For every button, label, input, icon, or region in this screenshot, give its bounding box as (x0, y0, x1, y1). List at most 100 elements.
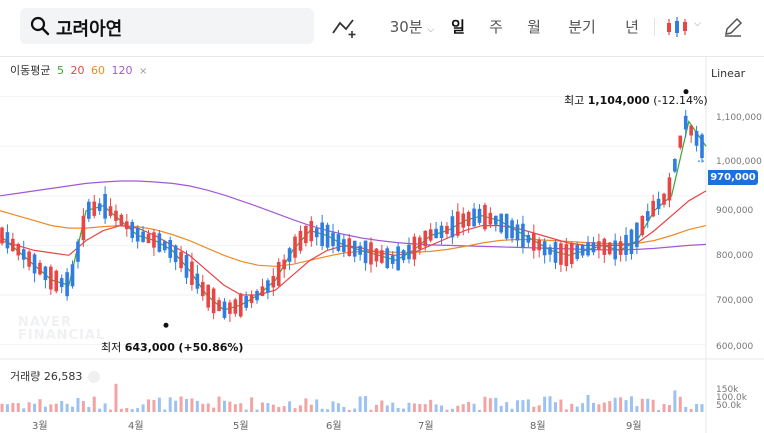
candle-body (656, 198, 661, 210)
candle-body (190, 261, 194, 285)
candle-body (92, 201, 97, 216)
add-indicator-icon[interactable] (331, 15, 359, 39)
volume-bar (537, 405, 541, 412)
volume-bar (695, 403, 699, 412)
price-chart[interactable] (0, 57, 764, 433)
volume-bar (488, 398, 492, 412)
volume-bar (358, 396, 362, 412)
volume-bar (608, 401, 612, 412)
candle-body (168, 239, 173, 258)
candle-body (597, 241, 601, 251)
tab-week[interactable]: 주 (489, 18, 503, 36)
volume-bar (581, 403, 585, 412)
candle-body (645, 211, 650, 221)
volume-bar (597, 404, 601, 412)
volume-toggle-icon[interactable] (87, 371, 100, 383)
pencil-icon[interactable] (722, 16, 744, 38)
candle-body (184, 254, 189, 278)
volume-bar (678, 396, 682, 412)
volume-bar (662, 403, 666, 412)
candle-body (59, 278, 64, 288)
candle-body (152, 232, 156, 248)
candle-body (363, 240, 368, 264)
volume-bar (347, 409, 351, 412)
candle-body (390, 255, 395, 264)
volume-bar (467, 401, 471, 412)
volume-bar (81, 401, 85, 412)
volume-bar (667, 405, 671, 412)
legend-close-icon[interactable]: × (138, 66, 148, 77)
search-box[interactable]: 고려아연 (20, 8, 314, 44)
candle-body (504, 213, 509, 239)
candle-body (700, 134, 704, 158)
chart-type-dropdown[interactable]: ⌵ (664, 15, 704, 39)
volume-bar (553, 402, 557, 412)
volume-bar (109, 409, 113, 412)
volume-bar (657, 409, 661, 412)
candle-body (456, 211, 460, 236)
candle-body (43, 266, 48, 281)
volume-bar (385, 405, 389, 412)
candle-body (21, 249, 26, 260)
volume-tick-label: 100.0k (716, 393, 747, 403)
volume-bar (499, 405, 503, 412)
candle-body (553, 242, 558, 263)
volume-bar (434, 404, 438, 412)
volume-bar (575, 406, 579, 412)
volume-bar (602, 402, 606, 412)
y-tick-label: 700,000 (716, 296, 754, 306)
volume-bar (130, 409, 134, 412)
volume-bar (277, 407, 281, 412)
interval-dropdown[interactable]: 30분 ⌵ (386, 12, 438, 42)
volume-bar (445, 409, 449, 412)
tab-day[interactable]: 일 (451, 18, 465, 36)
volume-bar (564, 409, 568, 412)
scale-mode-toggle[interactable]: Linear (711, 67, 746, 80)
volume-bar (33, 403, 37, 412)
candle-body (16, 243, 21, 256)
candle-body (418, 237, 422, 250)
volume-bar (136, 408, 140, 412)
volume-bar (364, 396, 368, 412)
volume-bar (342, 406, 346, 412)
candle-body (374, 248, 379, 262)
volume-bar (114, 383, 118, 412)
volume-bar (233, 404, 237, 412)
volume-bar (526, 399, 530, 412)
ma60-line (0, 210, 707, 267)
low-value: 643,000 (124, 341, 175, 354)
search-input[interactable]: 고려아연 (56, 19, 123, 40)
candle-body (380, 250, 384, 263)
x-tick-label: 8월 (530, 421, 546, 432)
candle-body (651, 200, 655, 217)
watermark: NAVER FINANCIAL (18, 316, 105, 342)
volume-bar (174, 400, 178, 412)
legend-ma5: 5 (56, 64, 64, 77)
candle-body (27, 251, 31, 267)
volume-bar (478, 409, 482, 412)
volume-bar (298, 405, 302, 412)
volume-bar (456, 405, 460, 412)
candle-body (466, 211, 471, 227)
candle-body (618, 241, 623, 255)
tab-year[interactable]: 년 (625, 18, 639, 36)
candle-body (141, 231, 145, 242)
candle-body (526, 234, 531, 243)
high-label: 최고 (564, 94, 585, 107)
volume-bar (450, 408, 454, 412)
volume-bar (54, 403, 58, 412)
candle-body (114, 210, 118, 221)
tab-quarter[interactable]: 분기 (568, 18, 596, 36)
candle-body (428, 229, 433, 241)
volume-bar (239, 403, 243, 412)
volume-bar (613, 397, 617, 412)
candle-body (542, 241, 547, 256)
tab-month[interactable]: 월 (527, 18, 541, 36)
candle-body (11, 238, 15, 252)
volume-bar (629, 396, 633, 412)
volume-bar (353, 408, 357, 412)
volume-bar (689, 409, 693, 412)
chevron-down-icon: ⌵ (427, 25, 435, 35)
candle-body (130, 221, 135, 238)
candle-body (249, 294, 254, 304)
